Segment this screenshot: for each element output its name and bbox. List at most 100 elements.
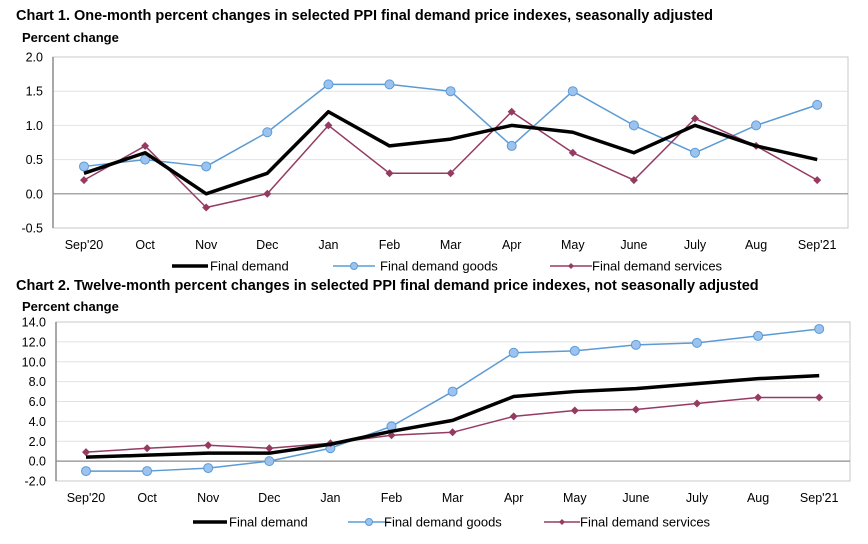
chart1-data-point [751, 120, 762, 131]
chart2-ytick-label: 0.0 [29, 455, 46, 469]
chart1-data-point [263, 189, 272, 198]
chart2-data-point [754, 393, 763, 402]
chart1-xtick-label: Nov [195, 238, 218, 252]
chart1-data-point [140, 154, 151, 165]
chart2-data-point [204, 441, 213, 450]
chart1-xtick-label: Oct [135, 238, 155, 252]
chart2-legend-item: Final demand services [544, 515, 711, 530]
chart1-plot: 2.0 1.5 1.0 0.5 0.0 -0.5 Sep'20 Oct Nov Dec Jan Feb… [21, 51, 849, 274]
chart2-data-point [631, 405, 640, 414]
legend-label: Final demand goods [380, 259, 498, 274]
chart1-ytick-label: 1.0 [26, 119, 43, 133]
chart1-xtick-label: Apr [502, 238, 521, 252]
chart2-data-point [508, 347, 519, 358]
chart2-data-point [509, 412, 518, 421]
chart2-xtick-label: May [563, 491, 587, 505]
chart1-xtick-label: Mar [440, 238, 462, 252]
chart1-data-point [201, 161, 212, 172]
chart2-data-point [265, 444, 274, 453]
chart2-data-point [448, 428, 457, 437]
chart2-xtick-label: Dec [258, 491, 280, 505]
chart1-data-point [629, 176, 638, 185]
chart1-data-point [812, 99, 823, 110]
chart2-ytick-label: 2.0 [29, 435, 46, 449]
chart2-legend-item: Final demand goods [348, 515, 502, 530]
chart1-series-final-demand-services [80, 107, 822, 212]
chart2-xtick-label: Mar [442, 491, 464, 505]
chart2-ytick-label: 8.0 [29, 375, 46, 389]
chart1-data-point [813, 176, 822, 185]
chart1-data-point [506, 140, 517, 151]
chart2-title: Chart 2. Twelve-month percent changes in… [16, 278, 759, 294]
chart1-ytick-label: -0.5 [21, 222, 43, 236]
legend-label: Final demand services [592, 259, 723, 274]
legend-marker [568, 263, 574, 269]
legend-marker [350, 262, 358, 270]
chart1-plot-area [52, 56, 849, 229]
chart2-ytick-label: -2.0 [24, 475, 46, 489]
chart1-legend-item: Final demand goods [333, 259, 498, 274]
legend-marker [559, 519, 565, 525]
chart2-xtick-label: Apr [504, 491, 523, 505]
chart1-line-final-demand [83, 109, 818, 196]
chart1-xtick-label: June [620, 238, 647, 252]
chart2-series-final-demand [85, 373, 820, 459]
chart2-data-point [447, 386, 458, 397]
chart2-xtick-label: Aug [747, 491, 769, 505]
chart2-series-final-demand-goods [81, 323, 825, 477]
chart1-series-final-demand-goods [79, 79, 823, 172]
chart2-data-point [264, 456, 275, 467]
chart2-xtick-label: July [686, 491, 709, 505]
chart2-legend-item: Final demand [193, 515, 308, 530]
chart2-data-point [142, 466, 153, 477]
chart1-xtick-label: Sep'21 [798, 238, 837, 252]
chart1-data-point [80, 176, 88, 185]
chart2-data-point [630, 339, 641, 350]
chart1-data-point [691, 114, 699, 123]
chart2-ylabel: Percent change [22, 299, 119, 314]
chart2-data-point [753, 330, 764, 341]
chart2-ytick-label: 14.0 [22, 316, 46, 330]
chart1-data-point [202, 203, 211, 212]
chart1-ylabel: Percent change [22, 30, 119, 45]
chart2-xtick-label: Sep'20 [67, 491, 106, 505]
chart2-data-point [82, 448, 90, 457]
chart2-xtick-label: Sep'21 [800, 491, 839, 505]
chart2-data-point [203, 463, 214, 474]
chart1-data-point [384, 79, 395, 90]
chart1-xtick-label: Jan [318, 238, 338, 252]
legend-label: Final demand [210, 259, 289, 274]
chart1-xtick-label: Dec [256, 238, 278, 252]
chart2-ytick-label: 12.0 [22, 335, 46, 349]
chart2-data-point [814, 323, 825, 334]
chart2-data-point [570, 406, 579, 415]
chart1-data-point [690, 147, 700, 158]
chart2-ytick-label: 4.0 [29, 415, 46, 429]
chart2-line-final-demand [85, 373, 820, 459]
chart1-data-point [262, 127, 273, 138]
chart2-data-point [569, 345, 580, 356]
legend-label: Final demand [229, 515, 308, 530]
chart1-xtick-label: May [561, 238, 585, 252]
chart2-series-final-demand-services [82, 393, 824, 457]
chart1-data-point [324, 121, 333, 130]
chart2-ytick-label: 10.0 [22, 355, 46, 369]
chart1-data-point [385, 169, 394, 178]
chart2-data-point [692, 337, 702, 348]
chart1-ytick-label: 1.5 [26, 85, 43, 99]
legend-label: Final demand goods [384, 515, 502, 530]
chart1-data-point [323, 79, 334, 90]
chart2-data-point [693, 399, 701, 408]
chart2-xtick-label: Jan [320, 491, 340, 505]
chart1-data-point [79, 161, 89, 172]
chart2-data-point [81, 466, 91, 477]
legend-label: Final demand services [580, 515, 711, 530]
chart1-ytick-label: 2.0 [26, 51, 43, 65]
chart1-data-point [567, 86, 578, 97]
chart1-series-final-demand [83, 109, 818, 196]
chart1-data-point [446, 169, 455, 178]
chart1-ytick-label: 0.0 [26, 187, 43, 201]
chart1-xtick-label: Aug [745, 238, 767, 252]
chart1-data-point [628, 120, 639, 131]
